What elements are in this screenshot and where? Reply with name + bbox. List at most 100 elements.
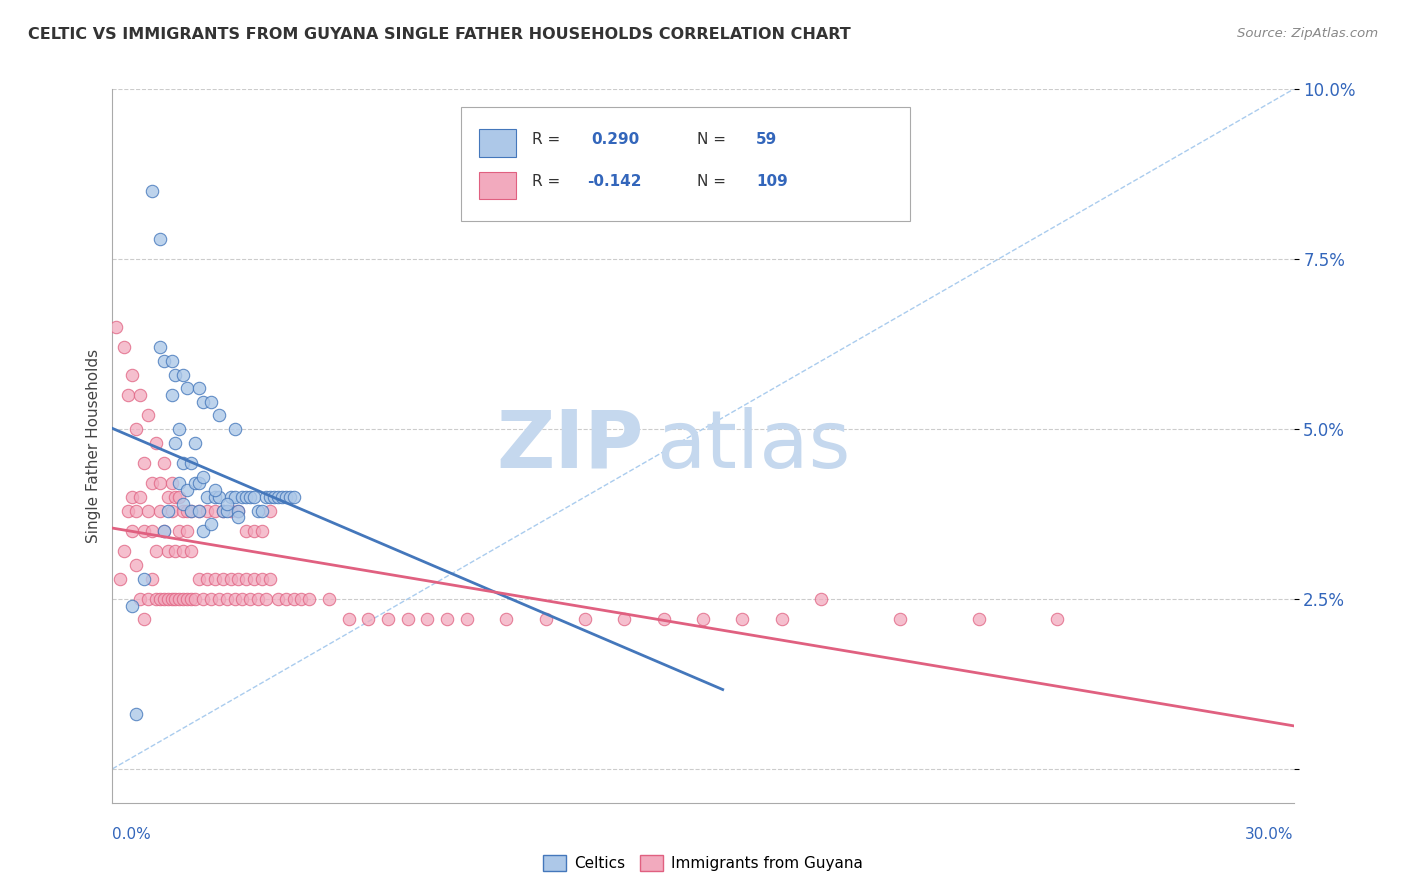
Point <box>184 591 207 606</box>
Point <box>180 591 202 606</box>
Point <box>125 707 148 722</box>
Text: R =: R = <box>531 175 565 189</box>
Point <box>810 591 832 606</box>
Point <box>613 612 636 626</box>
Point <box>184 476 207 491</box>
Point <box>160 388 183 402</box>
Point <box>239 490 262 504</box>
Point <box>259 503 281 517</box>
Point <box>149 476 172 491</box>
Point <box>270 490 292 504</box>
Y-axis label: Single Father Households: Single Father Households <box>86 349 101 543</box>
Point <box>191 524 214 538</box>
Point <box>136 409 159 423</box>
Point <box>125 558 148 572</box>
Point <box>180 544 202 558</box>
Point <box>156 503 179 517</box>
Point <box>219 490 242 504</box>
Point <box>160 503 183 517</box>
Point <box>149 591 172 606</box>
Point <box>228 572 250 586</box>
Point <box>169 422 191 436</box>
Point <box>219 572 242 586</box>
Point <box>298 591 321 606</box>
Point <box>247 503 270 517</box>
Text: atlas: atlas <box>655 407 851 485</box>
Point <box>152 591 174 606</box>
Point <box>534 612 557 626</box>
Point <box>180 456 202 470</box>
Text: ZIP: ZIP <box>496 407 644 485</box>
Point <box>184 435 207 450</box>
Point <box>191 591 214 606</box>
Point <box>145 435 167 450</box>
Point <box>204 483 226 498</box>
Point <box>169 591 191 606</box>
Point <box>215 591 238 606</box>
Point <box>215 503 238 517</box>
Point <box>152 524 174 538</box>
Point <box>191 469 214 483</box>
Point <box>160 591 183 606</box>
Point <box>290 591 312 606</box>
Point <box>231 591 253 606</box>
Point <box>188 572 211 586</box>
Point <box>235 572 257 586</box>
Text: 59: 59 <box>756 132 778 146</box>
Point <box>254 591 277 606</box>
Point <box>208 591 231 606</box>
Point <box>204 490 226 504</box>
Point <box>188 503 211 517</box>
Point <box>110 572 132 586</box>
Point <box>105 320 128 334</box>
Point <box>141 572 163 586</box>
Point <box>136 591 159 606</box>
FancyBboxPatch shape <box>461 107 910 221</box>
Point <box>149 503 172 517</box>
Point <box>254 490 277 504</box>
Point <box>172 368 194 382</box>
Point <box>176 503 198 517</box>
Point <box>156 544 179 558</box>
Point <box>169 476 191 491</box>
Point <box>652 612 675 626</box>
Point <box>204 503 226 517</box>
Point <box>228 503 250 517</box>
Point <box>149 341 172 355</box>
Point <box>396 612 419 626</box>
Point <box>165 490 187 504</box>
Text: R =: R = <box>531 132 565 146</box>
Point <box>211 503 233 517</box>
Point <box>436 612 458 626</box>
Text: N =: N = <box>697 132 731 146</box>
Point <box>195 503 218 517</box>
Point <box>160 354 183 368</box>
Text: 109: 109 <box>756 175 787 189</box>
Point <box>136 503 159 517</box>
Point <box>250 503 273 517</box>
Point <box>208 490 231 504</box>
Point <box>132 524 155 538</box>
Point <box>263 490 285 504</box>
Point <box>247 591 270 606</box>
FancyBboxPatch shape <box>478 128 516 157</box>
Point <box>121 524 143 538</box>
Point <box>219 503 242 517</box>
Point <box>188 381 211 395</box>
Point <box>188 476 211 491</box>
Point <box>337 612 360 626</box>
Text: CELTIC VS IMMIGRANTS FROM GUYANA SINGLE FATHER HOUSEHOLDS CORRELATION CHART: CELTIC VS IMMIGRANTS FROM GUYANA SINGLE … <box>28 27 851 42</box>
Point <box>152 354 174 368</box>
Point <box>141 184 163 198</box>
Point <box>132 456 155 470</box>
Point <box>200 394 222 409</box>
Point <box>200 591 222 606</box>
Point <box>211 572 233 586</box>
Point <box>125 503 148 517</box>
Point <box>129 490 152 504</box>
Point <box>169 524 191 538</box>
Text: 30.0%: 30.0% <box>1246 827 1294 841</box>
Point <box>274 490 297 504</box>
Point <box>156 591 179 606</box>
Point <box>121 490 143 504</box>
